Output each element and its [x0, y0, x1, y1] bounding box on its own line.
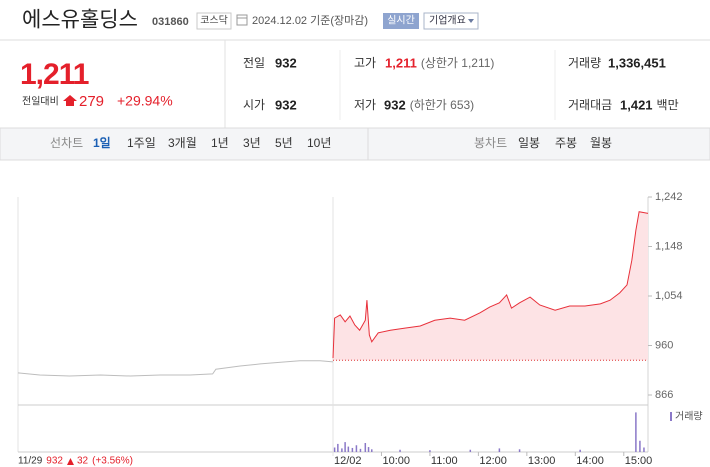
stat-label: 전일 [243, 56, 265, 70]
stock-code: 031860 [152, 16, 189, 28]
change-pct: +29.94% [117, 93, 173, 109]
stat-note: (상한가 1,211) [421, 56, 495, 70]
dropdown-caret [468, 19, 474, 23]
period-tab[interactable]: 5년 [275, 136, 293, 150]
prev-date: 11/29 [18, 456, 43, 467]
volume-bar [643, 447, 645, 452]
stat-label: 거래량 [568, 56, 601, 70]
period-tab[interactable]: 1년 [211, 136, 229, 150]
change: 279 [79, 93, 104, 110]
up-arrow [63, 95, 77, 106]
volume-bar [341, 448, 343, 452]
y-tick-label: 960 [655, 339, 673, 351]
prev-change-pct: (+3.56%) [92, 456, 133, 467]
base-date: 2024.12.02 기준(장마감) [252, 14, 368, 27]
period-tab[interactable]: 1일 [93, 136, 111, 150]
volume-bar [355, 445, 358, 452]
x-tick-label: 11:00 [431, 455, 458, 467]
stat-label: 고가 [354, 56, 376, 70]
price: 1,211 [20, 58, 89, 91]
company-info: 기업개요 [429, 14, 466, 27]
volume-bar [347, 446, 350, 452]
tab-group-label: 선차트 [50, 136, 83, 150]
stat-value: 1,421 [620, 97, 653, 112]
volume-bar [635, 412, 637, 452]
volume-bar [371, 449, 373, 452]
volume-bar [498, 448, 501, 452]
candle-tab[interactable]: 월봉 [590, 136, 612, 150]
volume-bar [337, 443, 339, 452]
price-line [17, 360, 334, 377]
change-label: 전일대비 [22, 96, 59, 108]
stock-name: 에스유홀딩스 [22, 9, 138, 32]
volume-bar [469, 449, 472, 452]
tab-bar [0, 127, 710, 161]
stat-unit: 백만 [657, 98, 679, 112]
realtime-badge[interactable] [383, 13, 419, 29]
volume-bar [579, 449, 581, 452]
prev-close: 932 [46, 456, 63, 467]
market: 코스닥 [200, 15, 228, 27]
x-tick-label: 10:00 [382, 455, 410, 467]
volume-bar [518, 449, 521, 452]
candle-tab[interactable]: 주봉 [555, 136, 577, 150]
stat-label: 시가 [243, 98, 265, 112]
market-badge [196, 12, 232, 30]
realtime[interactable]: 실시간 [387, 15, 415, 27]
period-tab[interactable]: 10년 [307, 136, 331, 150]
stat-value: 1,211 [385, 55, 417, 70]
volume-bar [429, 450, 431, 452]
price-line [332, 211, 649, 359]
stat-value: 1,336,451 [608, 55, 666, 70]
stat-note: (하한가 653) [410, 98, 474, 112]
x-tick-label: 12:00 [479, 455, 507, 467]
y-tick-label: 866 [655, 389, 673, 401]
company-info-button[interactable] [423, 12, 479, 30]
period-tab[interactable]: 3년 [243, 136, 261, 150]
prev-change: 32 [77, 456, 89, 467]
x-tick-label: 13:00 [528, 455, 556, 467]
volume-bar [399, 449, 401, 452]
stat-value: 932 [384, 97, 406, 112]
volume-bar [364, 443, 367, 452]
period-tab[interactable]: 3개월 [168, 136, 197, 150]
up-triangle [66, 458, 74, 465]
area [333, 211, 648, 361]
x-tick-label: 12/02 [334, 455, 362, 467]
period-tab[interactable]: 1주일 [127, 136, 156, 150]
x-tick-label: 15:00 [625, 455, 653, 467]
candle-tab[interactable]: 일봉 [518, 136, 540, 150]
volume-bar [359, 448, 362, 452]
stat-value: 932 [275, 97, 297, 112]
volume-bar [344, 442, 346, 452]
volume-bar [351, 447, 354, 452]
volume-legend-swatch [670, 412, 672, 421]
volume-legend: 거래량 [675, 411, 703, 423]
x-tick-label: 14:00 [576, 455, 604, 467]
stat-label: 저가 [354, 98, 376, 112]
stat-value: 932 [275, 55, 297, 70]
volume-bar [367, 447, 370, 452]
calendar-icon [236, 14, 248, 26]
volume-bar [333, 447, 336, 452]
stat-label: 거래대금 [568, 98, 612, 112]
y-tick-label: 1,054 [655, 290, 683, 302]
tab-group-label: 봉차트 [474, 136, 507, 150]
y-tick-label: 1,242 [655, 191, 683, 203]
volume-bar [639, 440, 641, 452]
y-tick-label: 1,148 [655, 240, 683, 252]
